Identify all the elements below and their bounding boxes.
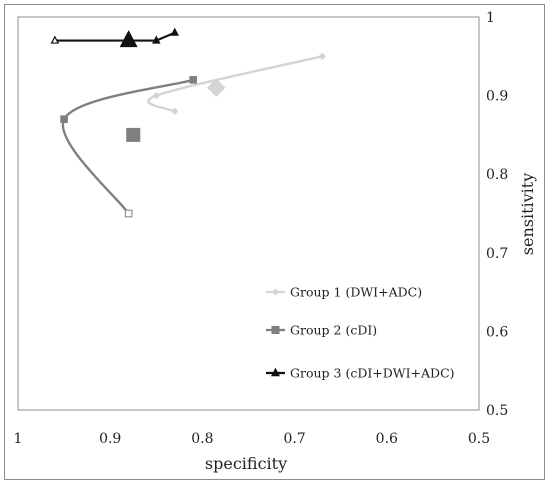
x-tick-label: 0.8 — [191, 431, 213, 447]
plot-area — [17, 16, 480, 411]
x-tick-labels: 1 0.9 0.8 0.7 0.6 0.5 — [14, 431, 491, 447]
x-tick-label: 1 — [14, 431, 23, 447]
y-tick-label: 0.6 — [486, 324, 508, 340]
group-2-summary-point — [126, 127, 141, 142]
x-tick-label: 0.9 — [99, 431, 121, 447]
group-2-point — [124, 209, 133, 218]
group-2-point — [189, 76, 197, 84]
group-1-point — [152, 91, 161, 100]
y-axis-label: sensitivity — [518, 173, 537, 255]
group-2-point — [60, 115, 68, 123]
group-3-point — [152, 35, 161, 44]
group-1-legend-marker — [271, 288, 280, 296]
y-tick-label: 0.7 — [486, 246, 508, 262]
group-3-legend-label: Group 3 (cDI+DWI+ADC) — [290, 366, 455, 381]
group-1-curve — [147, 55, 323, 113]
group-1-point — [171, 107, 179, 116]
chart-frame — [4, 4, 545, 480]
y-tick-label: 0.8 — [486, 167, 508, 183]
group-1-summary-point — [207, 78, 226, 97]
group-3-summary-point — [119, 30, 138, 48]
group-1-point — [318, 52, 326, 61]
group-3-point — [50, 35, 60, 44]
group-3-legend-marker — [271, 367, 280, 377]
group-1-legend-label: Group 1 (DWI+ADC) — [290, 285, 422, 300]
series-layer — [50, 27, 326, 218]
legend: Group 1 (DWI+ADC) Group 2 (cDI) Group 3 (c… — [266, 285, 455, 381]
group-2-legend-marker — [271, 326, 280, 334]
x-axis-label: specificity — [205, 454, 287, 473]
y-tick-label: 1 — [486, 10, 495, 26]
y-tick-labels: 0.5 0.6 0.7 0.8 0.9 1 — [486, 10, 508, 419]
x-tick-label: 0.5 — [468, 431, 490, 447]
x-tick-label: 0.7 — [283, 431, 305, 447]
y-tick-label: 0.9 — [486, 89, 508, 105]
group-2-legend-label: Group 2 (cDI) — [290, 323, 377, 338]
y-tick-label: 0.5 — [486, 403, 508, 419]
x-tick-label: 0.6 — [376, 431, 398, 447]
group-3-point — [170, 27, 180, 36]
